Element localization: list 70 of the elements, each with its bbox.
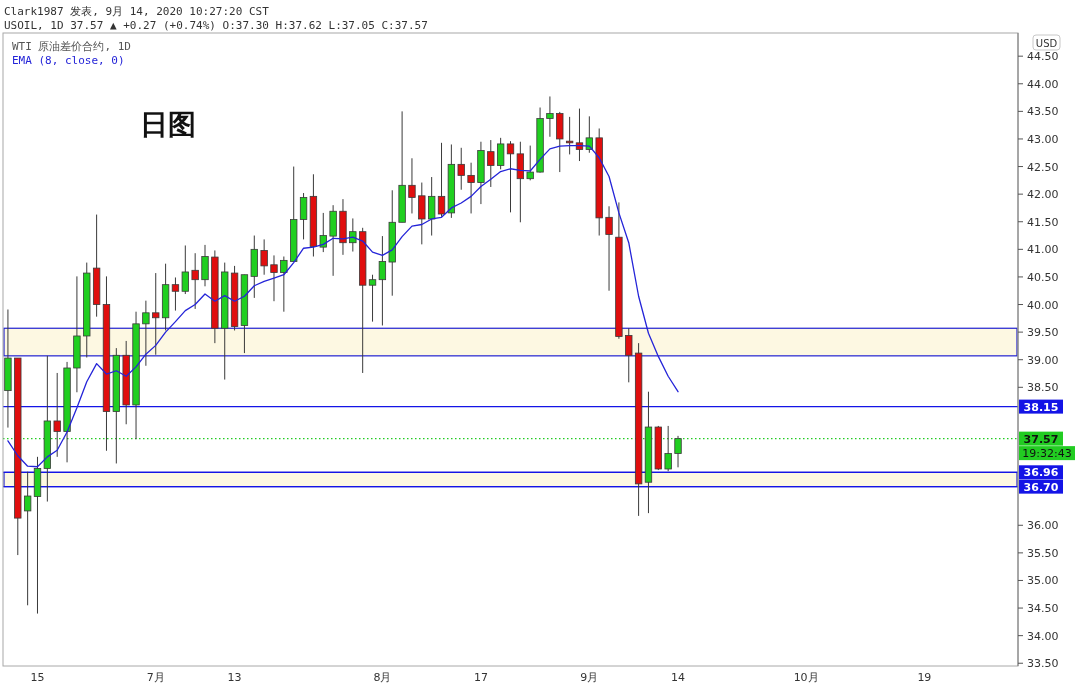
candlestick — [526, 145, 534, 181]
y-tick-label: 35.50 — [1027, 546, 1059, 560]
candlestick — [368, 274, 377, 323]
candlestick — [546, 95, 554, 138]
candlestick — [171, 276, 180, 312]
y-tick-label: 44.00 — [1027, 77, 1059, 91]
y-tick-label: 33.50 — [1027, 656, 1059, 670]
chart-subtitle: USOIL, 1D 37.57 ▲ +0.27 (+0.74%) O:37.30 H:37.62 L:37.05 C:37.57 — [4, 19, 428, 32]
y-tick-label: 43.50 — [1027, 104, 1059, 118]
candlestick — [142, 300, 150, 367]
x-tick-label: 7月 — [146, 671, 165, 684]
x-tick-label: 19 — [917, 671, 932, 684]
candlestick — [565, 116, 574, 155]
candlestick — [408, 157, 416, 214]
ref-line-label: 36.70 — [1023, 480, 1059, 494]
candlestick — [23, 471, 32, 606]
candlestick — [349, 217, 357, 253]
x-tick-label: 13 — [227, 671, 242, 684]
x-tick-label: 15 — [30, 671, 45, 684]
y-tick-label: 39.50 — [1027, 325, 1059, 339]
ref-line-label: 37.57 — [1023, 432, 1059, 446]
y-tick-label: 39.00 — [1027, 353, 1059, 367]
y-tick-label: 40.00 — [1027, 298, 1059, 312]
candlestick — [201, 244, 209, 287]
candlestick — [605, 205, 613, 292]
y-tick-label: 38.50 — [1027, 380, 1059, 394]
candlestick — [299, 192, 308, 240]
annotation: 日图 — [140, 108, 196, 141]
candlestick — [181, 244, 189, 295]
y-axis-title: USD — [1035, 37, 1058, 48]
x-tick-label: 14 — [671, 671, 686, 684]
candlestick — [625, 327, 633, 383]
text: WTI 原油差价合约, 1D — [12, 40, 131, 53]
candlestick — [280, 256, 288, 313]
text: EMA (8, close, 0) — [12, 54, 125, 67]
candlestick — [270, 254, 278, 302]
candlestick — [418, 182, 426, 245]
text: 19:32:43 — [1022, 446, 1072, 460]
candlestick — [437, 142, 446, 218]
candlestick — [152, 272, 160, 356]
x-tick-label: 9月 — [580, 671, 599, 684]
candlestick — [487, 139, 495, 188]
candlestick — [428, 176, 436, 237]
x-tick-label: 10月 — [793, 671, 819, 684]
candlestick — [319, 212, 327, 253]
y-tick-label: 41.00 — [1027, 242, 1059, 256]
y-tick-label: 40.50 — [1027, 270, 1059, 284]
y-tick-label: 36.00 — [1027, 518, 1059, 532]
candlestick — [496, 137, 505, 170]
candlestick — [378, 235, 387, 326]
candlestick — [506, 140, 515, 213]
y-tick-label: 44.50 — [1027, 49, 1059, 63]
y-tick-label: 34.50 — [1027, 601, 1059, 615]
candlestick — [467, 162, 475, 214]
y-tick-label: 34.00 — [1027, 629, 1059, 643]
y-tick-label: 35.00 — [1027, 573, 1059, 587]
chart-title: Clark1987 发表, 9月 14, 2020 10:27:20 CST — [4, 5, 270, 18]
y-tick-label: 41.50 — [1027, 215, 1059, 229]
candlestick — [260, 238, 268, 276]
ref-line-label: 38.15 — [1023, 400, 1059, 414]
y-tick-label: 43.00 — [1027, 132, 1059, 146]
candlestick — [457, 147, 465, 191]
x-tick-label: 8月 — [373, 671, 392, 684]
candlestick — [53, 372, 61, 458]
candlestick — [575, 108, 584, 162]
y-tick-label: 42.50 — [1027, 160, 1059, 174]
candlestick — [191, 252, 199, 310]
x-tick-label: 17 — [473, 671, 488, 684]
y-tick-label: 42.00 — [1027, 187, 1059, 201]
ref-line-label: 36.96 — [1023, 465, 1059, 479]
